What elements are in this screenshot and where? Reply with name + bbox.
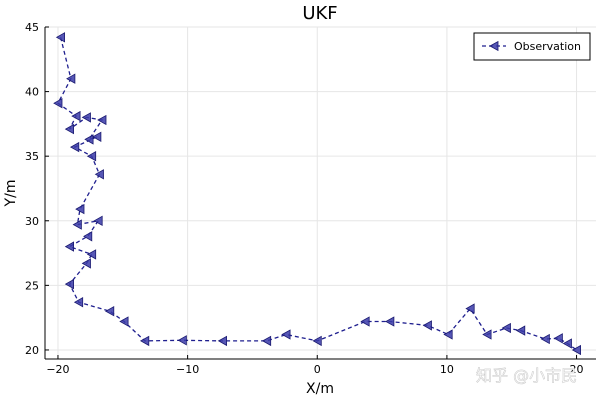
y-axis-title: Y/m	[3, 180, 19, 208]
data-point	[553, 333, 563, 344]
data-point	[443, 329, 453, 340]
grid	[45, 26, 596, 359]
data-point	[465, 303, 475, 314]
y-tick-label: 35	[25, 150, 39, 163]
data-point	[482, 329, 492, 340]
data-point	[119, 316, 129, 327]
x-axis-title: X/m	[306, 381, 334, 397]
data-point	[97, 114, 107, 126]
data-point	[64, 241, 74, 252]
data-point	[75, 203, 85, 215]
y-tick-label: 20	[25, 344, 39, 357]
data-point	[71, 110, 81, 122]
data-point	[86, 249, 97, 260]
data-point	[540, 333, 550, 345]
y-tick-label: 30	[25, 215, 39, 228]
data-point	[53, 98, 63, 109]
chart-title: UKF	[302, 3, 337, 24]
data-point	[92, 131, 102, 142]
data-point	[571, 344, 581, 356]
data-point	[94, 169, 104, 180]
data-point	[360, 316, 370, 327]
x-tick-label: 20	[570, 363, 584, 376]
legend-marker	[489, 40, 499, 52]
data-point	[104, 306, 115, 317]
data-point	[73, 297, 84, 308]
data-point	[72, 219, 82, 230]
x-tick-label: −10	[176, 363, 199, 376]
data-point	[64, 278, 74, 290]
data-point	[55, 32, 65, 43]
plot-frame	[45, 27, 596, 359]
y-tick-label: 45	[25, 21, 39, 34]
data-point	[81, 112, 91, 123]
data-point	[139, 335, 150, 347]
data-point	[562, 338, 572, 349]
x-tick-label: −20	[46, 363, 69, 376]
data-point	[84, 134, 94, 145]
data-point	[66, 73, 76, 84]
data-point	[81, 258, 91, 269]
data-point	[422, 320, 432, 331]
watermark: 知乎 @小市民	[476, 366, 577, 385]
series-layer	[53, 32, 581, 356]
x-tick-label: 10	[440, 363, 454, 376]
data-point	[501, 322, 511, 334]
data-point	[93, 215, 103, 226]
data-point	[281, 329, 291, 340]
data-point	[312, 335, 322, 347]
data-point	[515, 325, 526, 336]
legend-label: Observation	[514, 40, 581, 53]
y-tick-label: 25	[25, 279, 39, 292]
legend: Observation	[473, 32, 591, 61]
data-point	[217, 335, 227, 347]
data-point	[82, 231, 93, 242]
data-point	[64, 123, 74, 135]
x-tick-label: 0	[314, 363, 321, 376]
axis-ticks: −20 −10 0 10 20 20 25 30 35 40 45	[25, 21, 596, 376]
data-point	[69, 141, 80, 153]
data-point	[177, 335, 187, 346]
y-tick-label: 40	[25, 86, 39, 99]
data-point	[86, 151, 97, 162]
data-point	[261, 335, 272, 347]
data-point	[385, 316, 395, 327]
